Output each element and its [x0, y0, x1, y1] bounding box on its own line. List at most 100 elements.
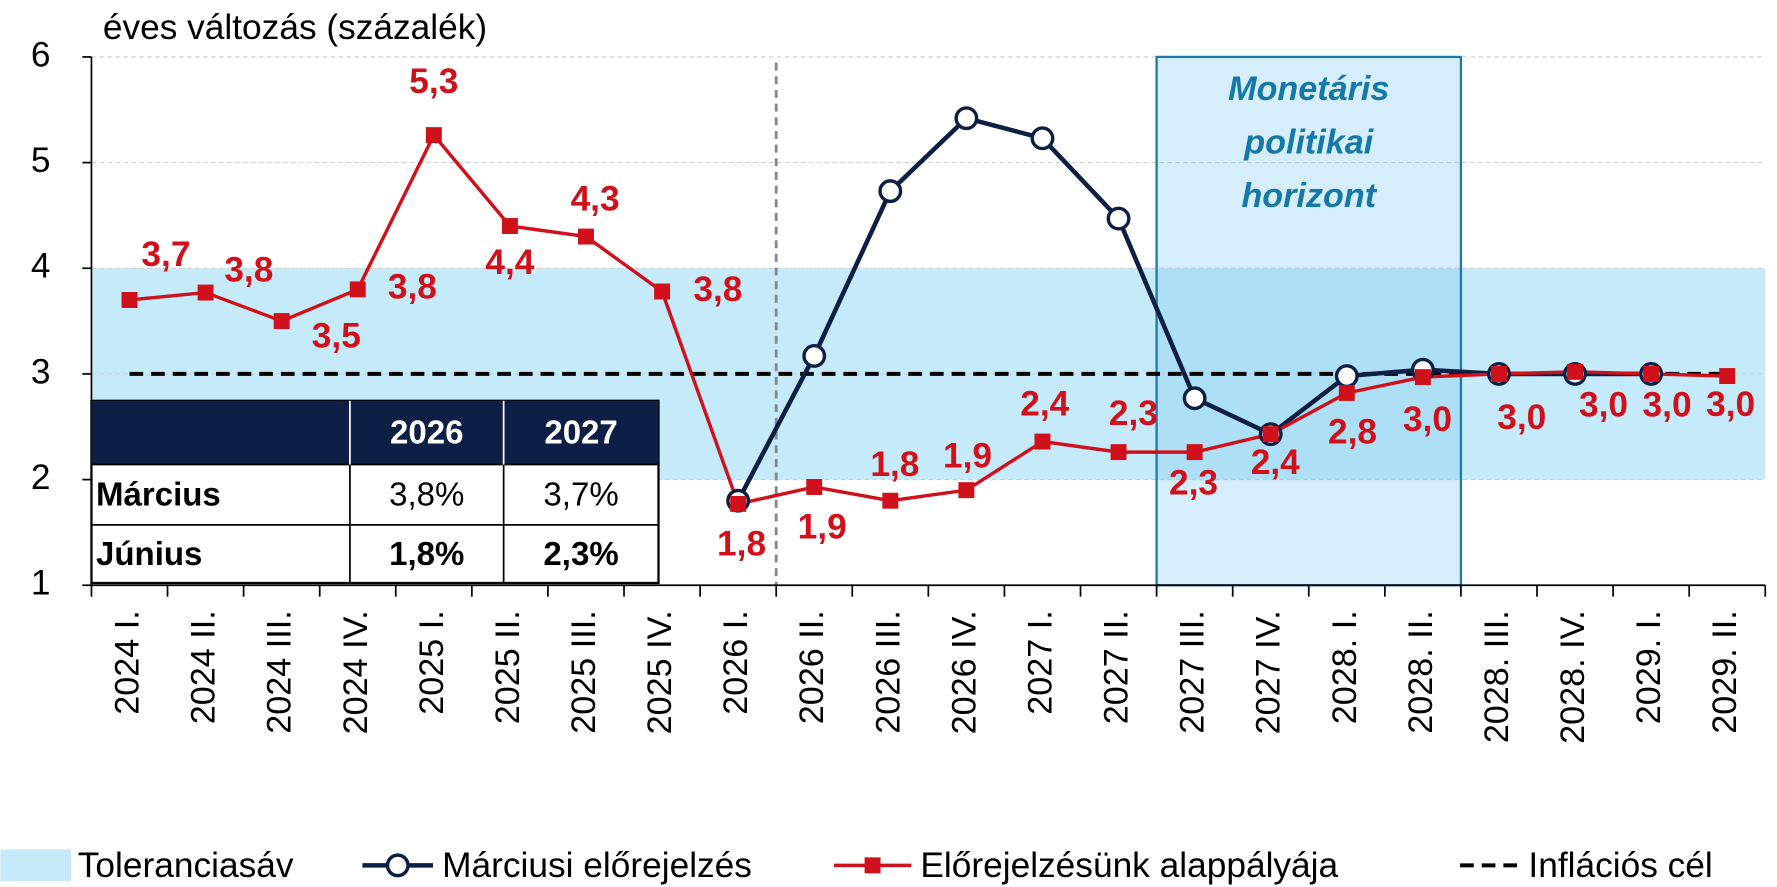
- x-tick-label: 2024 I.: [109, 610, 147, 714]
- marker: [1490, 365, 1507, 382]
- marker: [349, 281, 366, 298]
- marker: [1030, 126, 1055, 151]
- marker: [1262, 426, 1279, 443]
- horizon-line: horizont: [1241, 177, 1377, 215]
- marker: [806, 479, 823, 495]
- data-label: 4,3: [571, 180, 620, 219]
- data-label: 1,9: [798, 507, 847, 546]
- x-tick-label: 2024 III.: [261, 610, 299, 733]
- marker: [1182, 386, 1207, 411]
- marker: [878, 179, 903, 204]
- table-header-cell: 2027: [544, 414, 617, 451]
- x-tick-label: 2028. II.: [1402, 610, 1440, 733]
- marker: [954, 106, 979, 131]
- marker: [578, 228, 594, 245]
- marker: [1034, 433, 1051, 450]
- data-label: 2,3: [1109, 394, 1158, 433]
- y-tick-label: 2: [31, 458, 51, 497]
- data-label: 3,8: [693, 270, 742, 309]
- legend-label: Előrejelzésünk alappályája: [920, 846, 1338, 885]
- data-label: 3,0: [1403, 400, 1452, 439]
- table-cell: 1,8%: [389, 535, 464, 572]
- x-tick-label: 2024 II.: [185, 610, 223, 724]
- horizon-label: Monetáris politikai horizont: [1228, 70, 1389, 215]
- data-label: 3,0: [1643, 385, 1692, 424]
- x-tick-label: 2027 II.: [1098, 610, 1136, 724]
- x-tick-label: 2028. III.: [1478, 610, 1516, 743]
- x-tick-label: 2025 I.: [413, 610, 451, 714]
- x-tick-label: 2028. IV.: [1554, 610, 1592, 744]
- table-cell: 3,7%: [543, 476, 618, 513]
- legend-label: Toleranciasáv: [78, 846, 294, 885]
- data-label: 3,7: [141, 235, 190, 274]
- data-label: 3,8: [388, 268, 437, 307]
- legend-swatch: [864, 857, 881, 874]
- y-tick-label: 1: [31, 564, 51, 603]
- marker: [1186, 444, 1203, 461]
- marker: [121, 291, 138, 308]
- marker: [1414, 369, 1431, 386]
- marker: [1110, 444, 1127, 461]
- data-label: 3,0: [1497, 398, 1546, 437]
- data-label: 4,4: [485, 243, 534, 282]
- x-tick-label: 2029. II.: [1706, 610, 1744, 733]
- marker: [958, 482, 975, 499]
- horizon-line: politikai: [1243, 124, 1375, 162]
- marker: [1338, 384, 1355, 401]
- data-label: 3,0: [1706, 385, 1755, 424]
- marker: [1106, 206, 1131, 231]
- marker: [1334, 364, 1359, 388]
- data-label: 2,4: [1020, 385, 1069, 424]
- x-tick-label: 2026 I.: [717, 610, 755, 714]
- marker: [197, 284, 214, 301]
- x-tick-label: 2025 IV.: [641, 610, 679, 734]
- data-label: 2,4: [1251, 443, 1300, 482]
- table-header-cell: 2026: [390, 414, 463, 451]
- series-line: [129, 132, 1728, 506]
- x-tick-label: 2025 II.: [489, 610, 527, 724]
- marker: [654, 283, 671, 300]
- table-cell: 3,8%: [389, 476, 464, 513]
- x-tick-label: 2026 II.: [793, 610, 831, 724]
- table-cell: Június: [96, 535, 202, 572]
- data-label: 3,5: [312, 317, 361, 356]
- marker: [802, 344, 827, 368]
- marker: [1567, 363, 1584, 380]
- data-label: 1,9: [943, 437, 992, 476]
- data-label: 3,8: [224, 250, 273, 289]
- x-tick-label: 2029. I.: [1630, 610, 1668, 724]
- legend-label: Márciusi előrejelzés: [442, 846, 752, 885]
- x-tick-label: 2026 III.: [869, 610, 907, 733]
- y-tick-label: 4: [31, 247, 51, 286]
- marker: [730, 495, 747, 512]
- legend-swatch: [0, 849, 71, 882]
- y-tick-label: 5: [31, 141, 51, 180]
- x-tick-label: 2028. I.: [1326, 610, 1364, 724]
- x-tick-label: 2025 III.: [565, 610, 603, 733]
- marker: [273, 313, 290, 330]
- marker: [1643, 365, 1660, 382]
- data-label: 2,3: [1169, 463, 1218, 502]
- x-tick-label: 2026 IV.: [945, 610, 983, 734]
- data-label: 1,8: [870, 445, 919, 484]
- marker: [882, 492, 899, 509]
- marker: [501, 218, 518, 234]
- legend-label: Inflációs cél: [1528, 846, 1712, 885]
- x-tick-label: 2027 III.: [1174, 610, 1212, 733]
- horizon-box: [1155, 55, 1463, 587]
- y-axis-title: éves változás (százalék): [103, 8, 487, 47]
- legend-swatch: [385, 853, 410, 878]
- x-tick-label: 2027 I.: [1021, 610, 1059, 714]
- y-tick-label: 6: [31, 35, 51, 74]
- data-label: 2,8: [1328, 412, 1377, 451]
- horizon-line: Monetáris: [1228, 70, 1389, 108]
- table-cell: 2,3%: [543, 535, 618, 572]
- data-label: 5,3: [409, 62, 458, 101]
- marker: [425, 127, 442, 144]
- x-tick-label: 2024 IV.: [337, 610, 375, 734]
- y-tick-label: 3: [31, 352, 51, 391]
- table-header: [91, 400, 659, 465]
- table-cell: Március: [96, 476, 221, 513]
